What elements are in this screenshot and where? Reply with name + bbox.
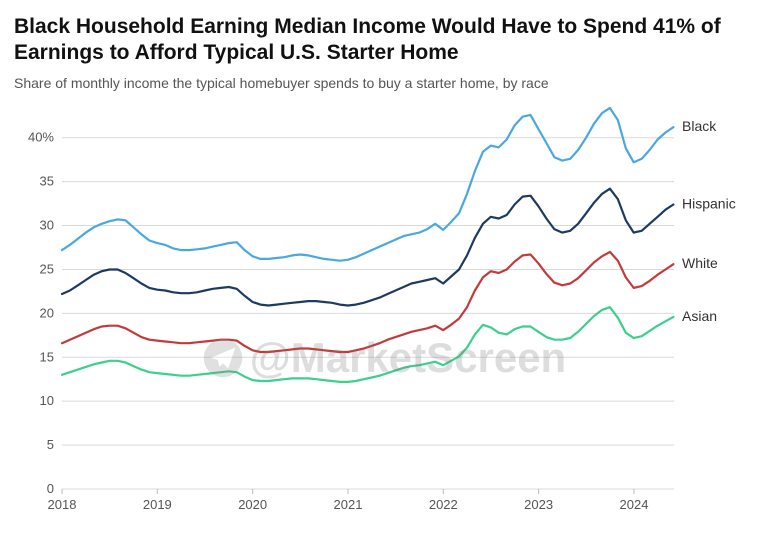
line-chart: 0 5 10 15 20 25 30 35 40% 2018 2019 2020 2021 2022 202…	[14, 95, 754, 523]
y-tick-label: 10	[40, 393, 54, 408]
x-tick-label: 2023	[524, 497, 553, 512]
y-tick-label: 5	[47, 437, 54, 452]
chart-title: Black Household Earning Median Income Wo…	[14, 14, 756, 67]
y-tick-label: 40%	[28, 129, 54, 144]
y-tick-label: 15	[40, 349, 54, 364]
x-tick-label: 2021	[334, 497, 363, 512]
chart-svg: 0 5 10 15 20 25 30 35 40% 2018 2019 2020 2021 2022 202…	[14, 95, 754, 523]
series-label-white: White	[682, 255, 718, 271]
series-line-black	[62, 107, 673, 260]
y-tick-label: 30	[40, 217, 54, 232]
series-label-hispanic: Hispanic	[682, 195, 736, 211]
series-line-asian	[62, 307, 673, 382]
series-label-black: Black	[682, 118, 717, 134]
series-label-asian: Asian	[682, 307, 717, 323]
x-tick-label: 2024	[620, 497, 649, 512]
chart-subtitle: Share of monthly income the typical home…	[14, 75, 756, 91]
y-tick-label: 0	[47, 481, 54, 496]
y-tick-label: 20	[40, 305, 54, 320]
y-tick-label: 35	[40, 173, 54, 188]
x-tick-label: 2018	[48, 497, 77, 512]
series-line-hispanic	[62, 188, 673, 305]
x-tick-label: 2019	[143, 497, 172, 512]
x-tick-label: 2022	[429, 497, 458, 512]
x-tick-label: 2020	[238, 497, 267, 512]
y-tick-label: 25	[40, 261, 54, 276]
